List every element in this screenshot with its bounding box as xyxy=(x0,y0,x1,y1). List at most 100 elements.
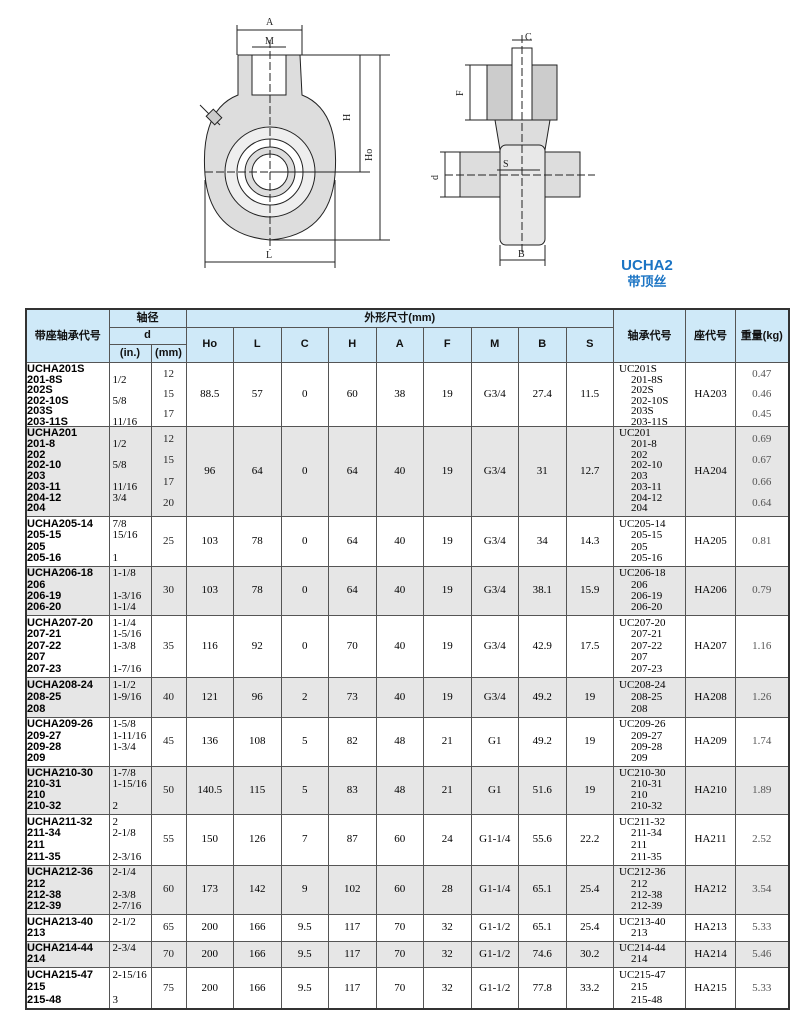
shaft-inch: 1-5/8 1-11/16 1-3/4 xyxy=(108,716,152,767)
dim-l: 126 xyxy=(233,813,282,866)
shaft-inch-line: 1-7/16 xyxy=(112,662,142,675)
model-code-line: UCHA210-30 xyxy=(27,767,94,780)
table-row: UCHA201 201-8 202 202-10 203 203-11 204-12 204 … xyxy=(25,425,790,517)
model-code-line: UCHA206-18 xyxy=(27,567,94,580)
dim-b: 42.9 xyxy=(518,614,567,678)
table-row: UCHA206-18 206 206-19 206-20 1-1/8 1-3/16 1-1… xyxy=(25,565,790,616)
model-code-line: 209-28 xyxy=(27,740,62,753)
model-code-line: 204-12 xyxy=(27,491,62,504)
shaft-inch-line xyxy=(113,385,151,396)
label-B: B xyxy=(518,249,525,260)
bearing-code-line: 202-10S xyxy=(631,394,669,407)
dim-h: 117 xyxy=(328,913,377,942)
dim-h: 87 xyxy=(328,813,377,866)
dim-ho: 150 xyxy=(185,813,234,866)
bearing-code-line: 209 xyxy=(631,752,648,765)
dim-a: 40 xyxy=(375,565,424,616)
shaft-mm: 30 xyxy=(150,565,187,616)
dim-m: G1-1/4 xyxy=(470,864,519,915)
shaft-inch-line xyxy=(113,580,151,591)
housing-code: HA209 xyxy=(685,716,737,767)
bearing-code-line: 215-48 xyxy=(631,994,663,1007)
header-dim-m: M xyxy=(470,326,519,363)
dim-b: 49.2 xyxy=(518,676,567,718)
shaft-inch-line: 2 xyxy=(112,800,119,813)
bearing-code-line: 202S xyxy=(631,384,654,396)
model-code-line: 206-19 xyxy=(27,589,62,602)
weight-line: 0.66 xyxy=(752,475,772,488)
model-code-line: 202 xyxy=(27,448,46,461)
bearing-code-line: 213 xyxy=(631,927,648,939)
weight-line: 0.47 xyxy=(752,367,772,380)
dim-b: 51.6 xyxy=(518,765,567,815)
dim-f: 32 xyxy=(423,966,472,1010)
dim-m: G3/4 xyxy=(470,425,519,517)
dim-s: 14.3 xyxy=(565,515,615,567)
dim-m: G1-1/4 xyxy=(470,813,519,866)
model-code: UCHA214-44 214 xyxy=(25,940,110,968)
weight-line: 0.46 xyxy=(752,387,772,400)
shaft-inch-line: 1-9/16 xyxy=(112,690,142,703)
model-code-line: 214 xyxy=(27,953,46,966)
shaft-mm: 65 xyxy=(150,913,187,942)
bearing-code-line: UC210-30 xyxy=(619,767,666,780)
dim-l: 96 xyxy=(233,676,282,718)
bearing-code-line: 204-12 xyxy=(631,491,663,504)
housing-code: HA207 xyxy=(685,614,737,678)
dim-ho: 121 xyxy=(185,676,234,718)
dim-a: 48 xyxy=(375,716,424,767)
model-code-line: 205-15 xyxy=(27,529,62,541)
weight-line: 1.74 xyxy=(752,735,772,748)
dim-c: 9.5 xyxy=(280,913,329,942)
shaft-mm: 55 xyxy=(150,813,187,866)
shaft-inch-line: 2-3/4 xyxy=(112,942,136,955)
bearing-code: UC207-20 207-21 207-22 207 207-23 xyxy=(613,614,687,678)
dim-c: 0 xyxy=(280,565,329,616)
model-code-line: 202S xyxy=(27,384,53,396)
weight-line: 1.89 xyxy=(752,783,772,796)
shaft-inch-line: 1-1/4 xyxy=(112,616,136,629)
bearing-code-line: UC208-24 xyxy=(619,678,666,691)
dim-c: 9.5 xyxy=(280,940,329,968)
table-row: UCHA212-36 212 212-38 212-39 2-1/4 2-3/8 2-7/… xyxy=(25,864,790,915)
shaft-inch-line xyxy=(113,840,151,851)
label-A: A xyxy=(266,17,274,28)
header-dims: 外形尺寸(mm) xyxy=(185,308,615,328)
dim-s: 12.7 xyxy=(565,425,615,517)
dim-a: 40 xyxy=(375,425,424,517)
label-F: F xyxy=(455,90,466,96)
label-L: L xyxy=(266,250,272,261)
bearing-code-line: 210-31 xyxy=(631,778,663,791)
weight: 5.33 xyxy=(735,913,790,942)
dim-b: 74.6 xyxy=(518,940,567,968)
bearing-code-line: 210-32 xyxy=(631,800,663,813)
model-code-line: 211-35 xyxy=(27,850,61,863)
dim-h: 60 xyxy=(328,361,377,427)
header-housing: 座代号 xyxy=(685,308,737,363)
dim-h: 64 xyxy=(328,515,377,567)
model-code: UCHA209-26 209-27 209-28 209 xyxy=(25,716,110,767)
housing-code: HA214 xyxy=(685,940,737,968)
technical-drawing: A M H Ho L C F d S B xyxy=(199,17,595,268)
bearing-code-line: 201-8 xyxy=(631,437,657,450)
dim-a: 70 xyxy=(375,966,424,1010)
bearing-code-line: 214 xyxy=(631,953,648,966)
shaft-inch-line: 2-7/16 xyxy=(112,900,142,913)
table-row: UCHA213-40 213 2-1/2 65 200 166 9.5 117 70 32 G1-… xyxy=(25,913,790,942)
model-code-line: UCHA205-14 xyxy=(27,517,94,530)
model-code-line: 207-23 xyxy=(27,662,62,675)
model-code-line: UCHA209-26 xyxy=(27,718,94,731)
dim-f: 28 xyxy=(423,864,472,915)
shaft-mm: 45 xyxy=(150,716,187,767)
weight: 0.47 0.46 0.45 xyxy=(735,361,790,427)
header-dim-f: F xyxy=(423,326,472,363)
shaft-mm-line: 35 xyxy=(163,639,174,652)
dim-a: 60 xyxy=(375,864,424,915)
shaft-inch-line: 2 xyxy=(112,815,119,828)
weight: 1.16 xyxy=(735,614,790,678)
header-weight: 重量(kg) xyxy=(735,308,790,363)
dim-b: 27.4 xyxy=(518,361,567,427)
series-title: UCHA2 带顶丝 xyxy=(612,258,682,290)
dim-b: 65.1 xyxy=(518,864,567,915)
